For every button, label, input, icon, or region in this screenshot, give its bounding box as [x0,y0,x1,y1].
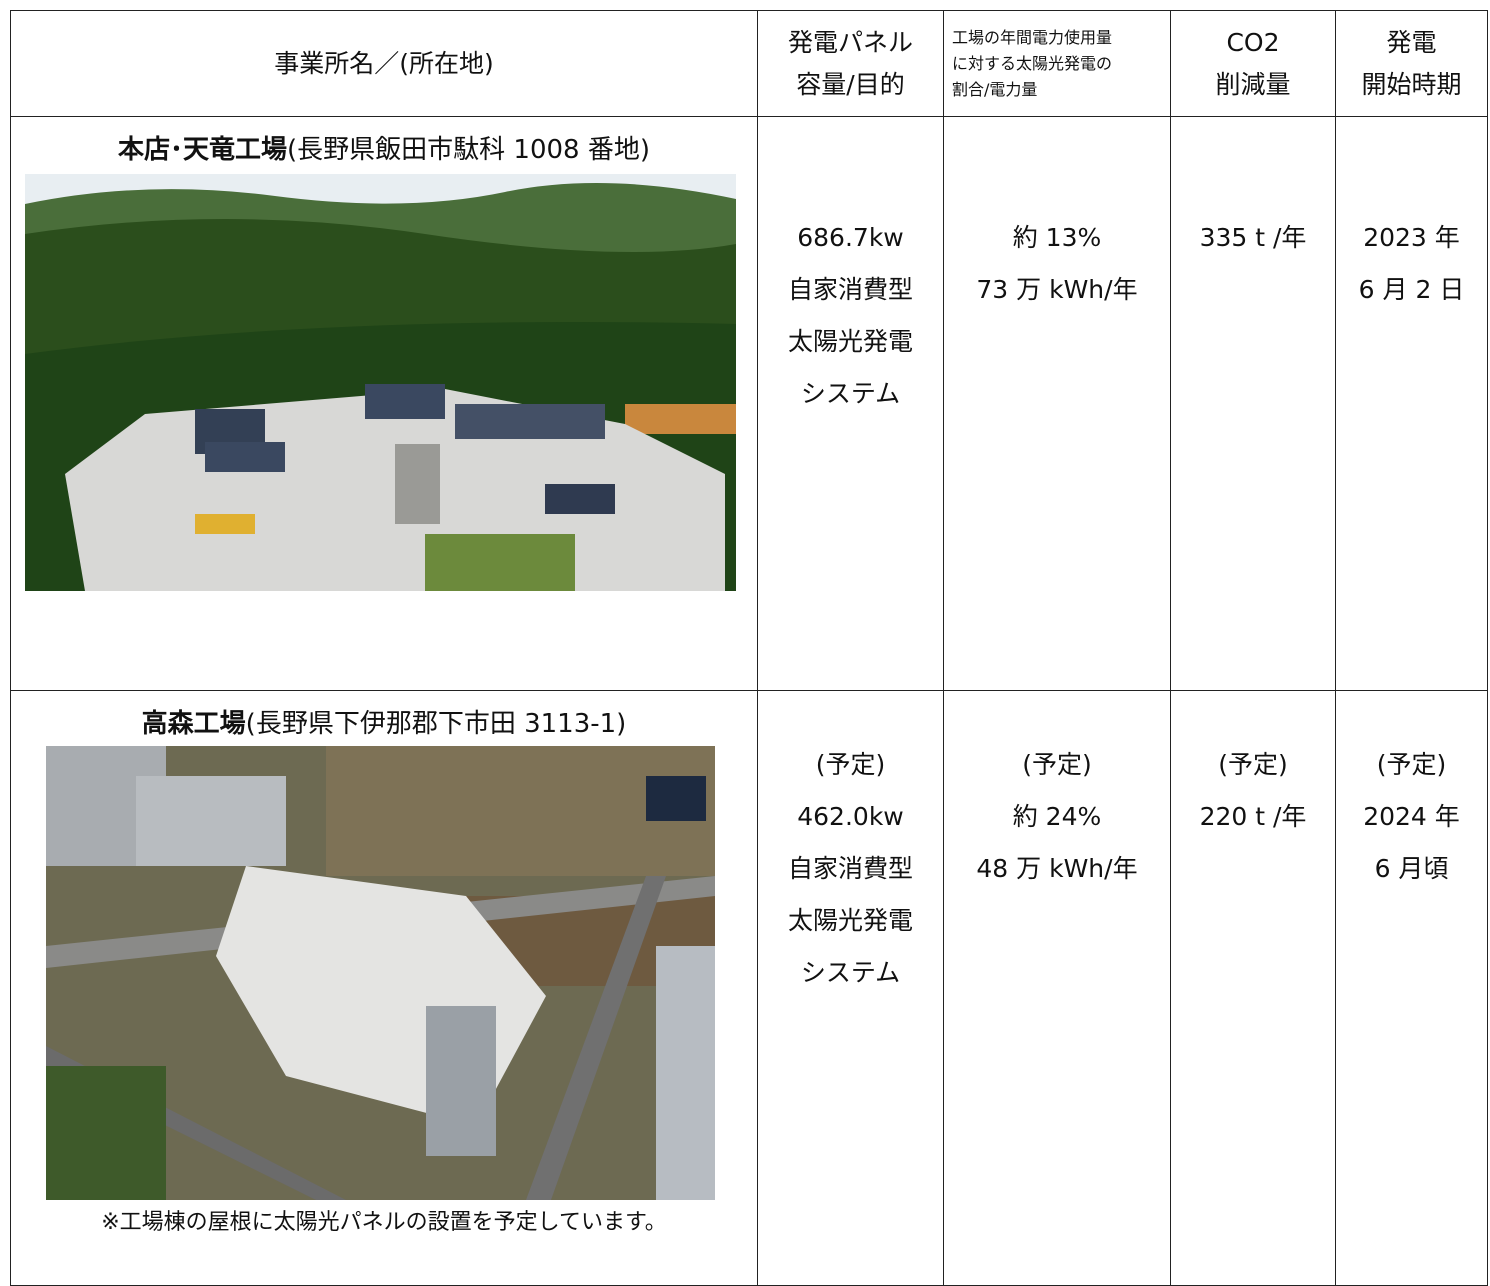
page: 事業所名／(所在地)発電パネル容量/目的工場の年間電力使用量に対する太陽光発電の… [0,0,1490,1145]
text-line: 約 13% [944,212,1170,264]
text-line: 6 月 2 日 [1336,264,1487,316]
text-line: 工場の年間電力使用量 [944,25,1170,51]
text-line: 削減量 [1171,64,1335,106]
site-cell: 本店･天竜工場(長野県飯田市駄科 1008 番地) [11,117,758,691]
address: (長野県下伊那郡下市田 3113-1) [246,709,627,739]
co2-cell: 335 t /年 [1171,117,1336,691]
text-line: (予定) [1336,739,1487,791]
text-line: 太陽光発電 [758,895,943,947]
photo [46,746,715,1200]
text-line: 発電パネル [758,22,943,64]
text-line: 自家消費型 [758,264,943,316]
site-cell: 高森工場(長野県下伊那郡下市田 3113-1) ※工場棟の屋根に太陽光パネルの設… [11,691,758,1286]
text-line: 事業所名／(所在地) [11,43,757,85]
text-line: 462.0kw [758,791,943,843]
text-line: CO2 [1171,22,1335,64]
text-line: (予定) [1171,739,1335,791]
header-cell: 事業所名／(所在地) [11,11,758,117]
text-line: (予定) [944,739,1170,791]
text-line: 73 万 kWh/年 [944,264,1170,316]
text-line: 6 月頃 [1336,843,1487,895]
ratio-cell: 約 13%73 万 kWh/年 [944,117,1171,691]
text-line: 開始時期 [1336,64,1487,106]
header-cell: 工場の年間電力使用量に対する太陽光発電の割合/電力量 [944,11,1171,117]
header-cell: 発電パネル容量/目的 [758,11,944,117]
text-line: 割合/電力量 [944,77,1170,103]
co2-cell: (予定)220 t /年 [1171,691,1336,1286]
text-line: 335 t /年 [1171,212,1335,264]
name: 本店･天竜工場 [118,135,287,165]
note: ※工場棟の屋根に太陽光パネルの設置を予定しています。 [11,1204,757,1236]
site-name: 本店･天竜工場(長野県飯田市駄科 1008 番地) [11,129,757,166]
photo [25,174,736,591]
address: (長野県飯田市駄科 1008 番地) [287,135,650,165]
text-line: 2023 年 [1336,212,1487,264]
text-line: 自家消費型 [758,843,943,895]
text-line: 発電 [1336,22,1487,64]
table: 事業所名／(所在地)発電パネル容量/目的工場の年間電力使用量に対する太陽光発電の… [10,10,1488,1286]
text-line: に対する太陽光発電の [944,51,1170,77]
text-line: 686.7kw [758,212,943,264]
text-line: 48 万 kWh/年 [944,843,1170,895]
ratio-cell: (予定)約 24%48 万 kWh/年 [944,691,1171,1286]
header-cell: 発電開始時期 [1336,11,1488,117]
text-line: システム [758,368,943,420]
header-row: 事業所名／(所在地)発電パネル容量/目的工場の年間電力使用量に対する太陽光発電の… [11,11,1488,117]
text-line: 2024 年 [1336,791,1487,843]
text-line: 容量/目的 [758,64,943,106]
site-name: 高森工場(長野県下伊那郡下市田 3113-1) [11,703,757,740]
row: 高森工場(長野県下伊那郡下市田 3113-1) ※工場棟の屋根に太陽光パネルの設… [11,691,1488,1286]
text-line: 太陽光発電 [758,316,943,368]
name: 高森工場 [142,709,246,739]
text-line: 約 24% [944,791,1170,843]
text-line: 220 t /年 [1171,791,1335,843]
text-line: システム [758,947,943,999]
text-line: (予定) [758,739,943,791]
